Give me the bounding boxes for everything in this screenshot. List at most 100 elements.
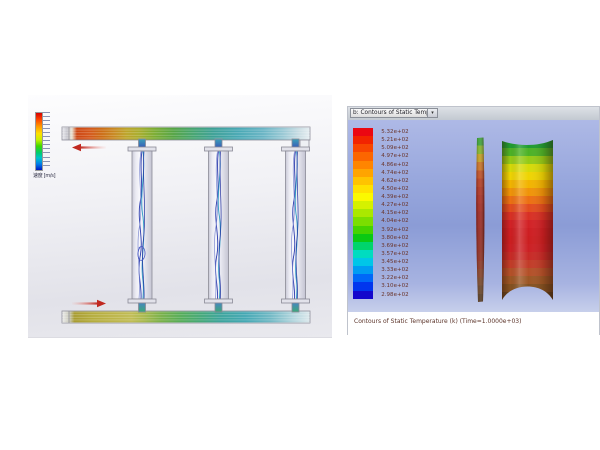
flow-diagram [61,126,311,324]
legend-value: 4.04e+02 [381,217,409,225]
legend-row: 4.62e+02 [353,176,412,185]
legend-row: 3.80e+02 [353,233,412,242]
legend-tick [43,152,50,154]
legend-swatch [353,241,373,250]
fluent-viewport: 5.32e+02 5.21e+02 5.09e+02 4.97e+02 4.86e+02… [348,120,599,312]
legend-swatch [353,217,373,226]
legend-tick [43,144,50,146]
tube-temperature-cylinder [502,140,553,300]
legend-value: 3.22e+02 [381,274,409,282]
bottom-header-pipe [61,310,311,324]
chevron-down-icon[interactable]: ▾ [427,109,437,117]
legend-value: 4.15e+02 [381,209,409,217]
legend-tick [43,136,50,138]
legend-swatch [353,290,373,299]
legend-swatch [353,168,373,177]
legend-row: 5.21e+02 [353,136,412,145]
outlet-arrow-icon [72,143,106,152]
legend-row: 3.45e+02 [353,258,412,267]
legend-value: 3.80e+02 [381,234,409,241]
legend-row: 2.98e+02 [353,290,412,299]
legend-value: 5.32e+02 [381,128,409,135]
legend-value: 4.97e+02 [381,152,409,160]
legend-tick [43,132,50,134]
legend-row: 3.33e+02 [353,266,412,275]
flow-simulation-panel: 速度 [m/s] [28,95,332,338]
legend-value: 5.21e+02 [381,136,409,143]
legend-tick [43,112,50,113]
legend-row: 4.04e+02 [353,217,412,226]
legend-value: 3.69e+02 [381,242,409,249]
legend-tick [43,156,50,158]
legend-swatch [353,233,373,242]
legend-swatch [353,152,373,161]
legend-row: 3.92e+02 [353,225,412,234]
legend-swatch [353,144,373,153]
tube-assembly [204,138,233,313]
legend-value: 4.62e+02 [381,177,409,184]
tube-assembly [127,138,157,313]
legend-row: 5.09e+02 [353,144,412,153]
legend-tick [43,160,50,162]
legend-value: 4.74e+02 [381,169,409,176]
legend-tick [43,124,50,126]
legend-value: 3.57e+02 [381,250,409,257]
legend-row: 3.69e+02 [353,241,412,250]
legend-tick [43,128,50,130]
velocity-colorbar [35,112,43,171]
fluent-titlebar: b: Contours of Static Temper ▾ [348,107,599,121]
legend-swatch [353,201,373,210]
velocity-legend-title: 速度 [m/s] [33,173,56,179]
legend-value: 4.86e+02 [381,160,409,168]
legend-row: 3.57e+02 [353,249,412,258]
legend-value: 3.10e+02 [381,282,409,290]
legend-value: 4.27e+02 [381,201,409,208]
legend-swatch [353,249,373,258]
legend-swatch [353,258,373,267]
legend-row: 4.86e+02 [353,160,412,169]
legend-swatch [353,274,373,283]
legend-row: 3.10e+02 [353,282,412,291]
inlet-arrow-icon [72,299,106,308]
legend-swatch [353,266,373,275]
legend-swatch [353,193,373,202]
legend-swatch [353,184,373,193]
legend-swatch [353,282,373,291]
legend-row: 4.15e+02 [353,209,412,218]
legend-row: 3.22e+02 [353,274,412,283]
tube-assembly [281,138,310,313]
temperature-legend: 5.32e+02 5.21e+02 5.09e+02 4.97e+02 4.86e+02… [353,128,412,299]
top-header-pipe [61,126,311,151]
contour-selector-dropdown[interactable]: b: Contours of Static Temper ▾ [350,108,438,118]
legend-value: 2.98e+02 [381,290,409,298]
temperature-contour-3d [476,137,553,302]
legend-row: 4.97e+02 [353,152,412,161]
heat-exchanger-tubes [127,138,310,313]
legend-tick [43,164,50,166]
legend-row: 4.74e+02 [353,168,412,177]
fluent-contours-window: b: Contours of Static Temper ▾ 5.32e+02 5… [347,106,600,335]
legend-tick [43,120,50,122]
tube-wall-sliver [476,137,485,302]
legend-tick [43,148,50,150]
legend-value: 5.09e+02 [381,144,409,152]
legend-value: 4.39e+02 [381,193,409,200]
legend-value: 4.50e+02 [381,185,409,192]
legend-value: 3.33e+02 [381,266,409,273]
legend-swatch [353,209,373,218]
legend-row: 4.50e+02 [353,184,412,193]
legend-swatch [353,176,373,185]
velocity-legend-ticks [43,112,50,169]
legend-swatch [353,136,373,145]
legend-row: 5.32e+02 [353,128,412,137]
legend-tick [43,116,50,118]
legend-swatch [353,128,373,137]
legend-tick [43,140,50,142]
legend-swatch [353,160,373,169]
fluent-caption: Contours of Static Temperature (k) (Time… [348,312,599,335]
legend-swatch [353,225,373,234]
contour-selector-label: b: Contours of Static Temper [353,110,436,116]
legend-row: 4.27e+02 [353,201,412,210]
legend-row: 4.39e+02 [353,193,412,202]
